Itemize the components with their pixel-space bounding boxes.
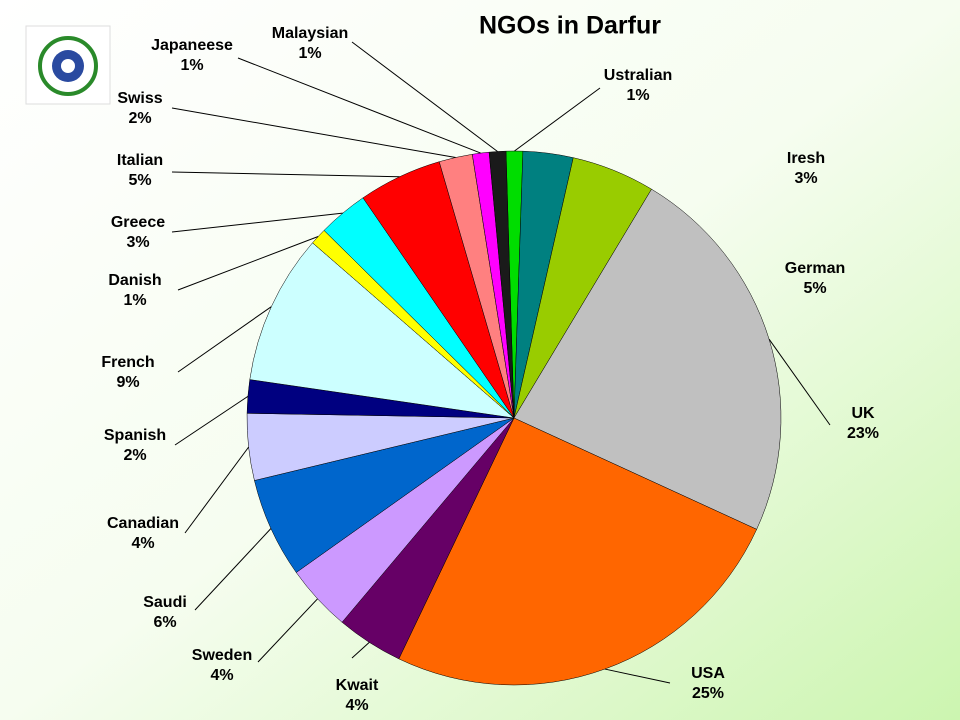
slice-label: Iresh (787, 150, 825, 167)
slice-value-label: 2% (128, 110, 151, 127)
slice-value-label: 3% (794, 170, 817, 187)
slice-value-label: 5% (128, 172, 151, 189)
slice-label: Italian (117, 152, 163, 169)
slice-label: Danish (108, 272, 161, 289)
slice-value-label: 5% (803, 280, 826, 297)
leader-line (171, 107, 456, 158)
slice-value-label: 1% (123, 292, 146, 309)
slice-label: Spanish (104, 427, 166, 444)
leader-line (351, 641, 370, 659)
slice-value-label: 1% (626, 87, 649, 104)
leader-line (194, 528, 272, 611)
leader-line (177, 236, 319, 291)
slice-value-label: 25% (692, 685, 724, 702)
slice-label: German (785, 260, 845, 277)
leader-line (514, 87, 601, 152)
slice-value-label: 4% (210, 667, 233, 684)
slice-value-label: 23% (847, 425, 879, 442)
pie-slice (513, 188, 782, 530)
slice-value-label: 9% (116, 374, 139, 391)
leader-line (351, 41, 498, 152)
slice-value-label: 1% (298, 45, 321, 62)
leader-line (171, 171, 400, 178)
slice-label: Malaysian (272, 25, 348, 42)
slice-label: Ustralian (604, 67, 672, 84)
slice-value-label: 4% (131, 535, 154, 552)
slice-label: USA (691, 665, 725, 682)
slice-label: Canadian (107, 515, 179, 532)
leader-line (604, 668, 671, 684)
logo (25, 25, 111, 105)
slice-label: Saudi (143, 594, 187, 611)
slice-label: Sweden (192, 647, 252, 664)
leader-line (184, 446, 249, 534)
leader-line (768, 338, 831, 426)
leader-line (257, 598, 318, 663)
slice-label: Japaneese (151, 37, 233, 54)
slice-value-label: 3% (126, 234, 149, 251)
pie-slice (398, 417, 758, 686)
slice-value-label: 2% (123, 447, 146, 464)
leader-line (171, 212, 343, 233)
slice-label: French (101, 354, 154, 371)
leader-line (174, 395, 249, 446)
leader-line (177, 306, 272, 373)
chart-title: NGOs in Darfur (479, 12, 661, 40)
pie: Ustralian 1% Iresh 3% German 5% UK 23% USA 25% Kwa… (101, 25, 879, 714)
leader-line (237, 57, 481, 154)
slice-label: Kwait (336, 677, 379, 694)
slice-label: Swiss (117, 90, 162, 107)
slice-value-label: 1% (180, 57, 203, 74)
slice-label: Greece (111, 214, 165, 231)
slice-label: UK (851, 405, 875, 422)
slice-value-label: 4% (345, 697, 368, 714)
slice-value-label: 6% (153, 614, 176, 631)
